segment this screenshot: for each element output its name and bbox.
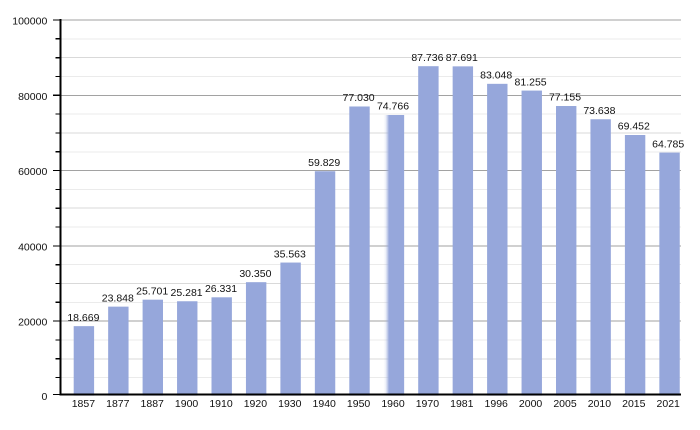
svg-text:2005: 2005	[553, 398, 577, 410]
svg-text:77.155: 77.155	[549, 92, 581, 104]
svg-text:100000: 100000	[12, 16, 47, 28]
svg-text:74.766: 74.766	[377, 101, 409, 113]
svg-text:81.255: 81.255	[515, 76, 547, 88]
svg-text:59.829: 59.829	[308, 157, 340, 169]
svg-text:1920: 1920	[244, 398, 268, 410]
svg-text:69.452: 69.452	[618, 121, 650, 133]
svg-text:73.638: 73.638	[583, 105, 615, 117]
svg-text:60000: 60000	[18, 166, 47, 178]
svg-text:1930: 1930	[278, 398, 302, 410]
svg-text:1970: 1970	[416, 398, 440, 410]
svg-text:23.848: 23.848	[102, 292, 134, 304]
svg-text:0: 0	[41, 391, 47, 403]
svg-text:1996: 1996	[485, 398, 509, 410]
svg-text:18.669: 18.669	[67, 312, 99, 324]
svg-text:1857: 1857	[72, 398, 96, 410]
svg-text:1981: 1981	[450, 398, 474, 410]
svg-text:64.785: 64.785	[652, 138, 684, 150]
svg-text:1950: 1950	[347, 398, 371, 410]
svg-text:2015: 2015	[622, 398, 646, 410]
svg-text:77.030: 77.030	[343, 92, 375, 104]
svg-text:80000: 80000	[18, 91, 47, 103]
svg-text:2010: 2010	[588, 398, 612, 410]
svg-text:1940: 1940	[313, 398, 337, 410]
svg-text:1910: 1910	[209, 398, 233, 410]
svg-text:35.563: 35.563	[274, 248, 306, 260]
svg-text:2000: 2000	[519, 398, 543, 410]
svg-text:40000: 40000	[18, 242, 47, 254]
svg-text:1900: 1900	[175, 398, 199, 410]
svg-text:20000: 20000	[18, 317, 47, 329]
svg-text:87.736: 87.736	[411, 52, 443, 64]
svg-text:2021: 2021	[657, 398, 681, 410]
svg-text:25.701: 25.701	[136, 285, 168, 297]
svg-text:1960: 1960	[381, 398, 405, 410]
svg-text:1877: 1877	[106, 398, 130, 410]
svg-text:25.281: 25.281	[171, 287, 203, 299]
svg-text:1887: 1887	[141, 398, 165, 410]
svg-text:30.350: 30.350	[239, 268, 271, 280]
svg-text:83.048: 83.048	[480, 70, 512, 82]
svg-text:26.331: 26.331	[205, 283, 237, 295]
svg-text:87.691: 87.691	[446, 52, 478, 64]
